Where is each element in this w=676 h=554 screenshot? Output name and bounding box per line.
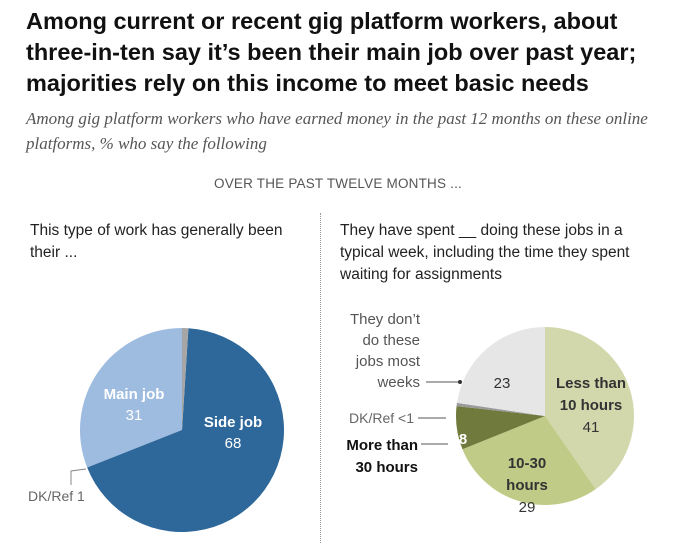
label-dont-do-line1: They don’t	[350, 311, 421, 328]
slice-ten-to-30	[462, 416, 596, 506]
value-dont-do: 23	[494, 375, 511, 392]
value-side-job: 68	[225, 435, 242, 452]
slice-less-than-10	[545, 327, 635, 490]
chart-title: Among current or recent gig platform wor…	[26, 8, 637, 96]
section-label: OVER THE PAST TWELVE MONTHS ...	[214, 176, 462, 191]
label-dont-do-line4: weeks	[376, 374, 420, 391]
slice-main-job	[79, 328, 182, 468]
slice-dont-do	[456, 327, 545, 416]
slice-side-job	[87, 328, 284, 532]
label-dk-left: DK/Ref 1	[28, 488, 85, 504]
leader-dot-dont-do	[458, 380, 462, 384]
slice-dk-left	[182, 328, 189, 430]
label-dk-right: DK/Ref <1	[349, 410, 414, 426]
label-side-job: Side job	[204, 414, 262, 431]
value-main-job: 31	[126, 407, 143, 424]
label-10-30-line2: hours	[506, 477, 548, 494]
label-less-than-10-line1: Less than	[556, 375, 626, 392]
left-chart-heading: This type of work has generally been the…	[30, 222, 283, 261]
label-less-than-10-line2: 10 hours	[560, 397, 623, 414]
value-more-than-30: 8	[459, 431, 467, 448]
left-pie	[79, 328, 284, 532]
value-less-than-10: 41	[583, 419, 600, 436]
label-10-30-line1: 10-30	[508, 455, 546, 472]
label-main-job: Main job	[104, 386, 165, 403]
right-pie	[455, 327, 635, 506]
value-10-30: 29	[519, 499, 536, 516]
slice-more-than-30	[455, 406, 545, 450]
slice-dk-right	[456, 402, 545, 416]
label-more-than-30-line1: More than	[346, 437, 418, 454]
right-chart-heading: They have spent __ doing these jobs in a…	[340, 222, 630, 283]
chart-subtitle: Among gig platform workers who have earn…	[26, 109, 648, 153]
label-dont-do-line2: do these	[362, 332, 420, 349]
leader-dk-left	[70, 468, 87, 485]
label-more-than-30-line2: 30 hours	[355, 459, 418, 476]
column-divider	[320, 213, 321, 543]
label-dont-do-line3: jobs most	[355, 353, 421, 370]
